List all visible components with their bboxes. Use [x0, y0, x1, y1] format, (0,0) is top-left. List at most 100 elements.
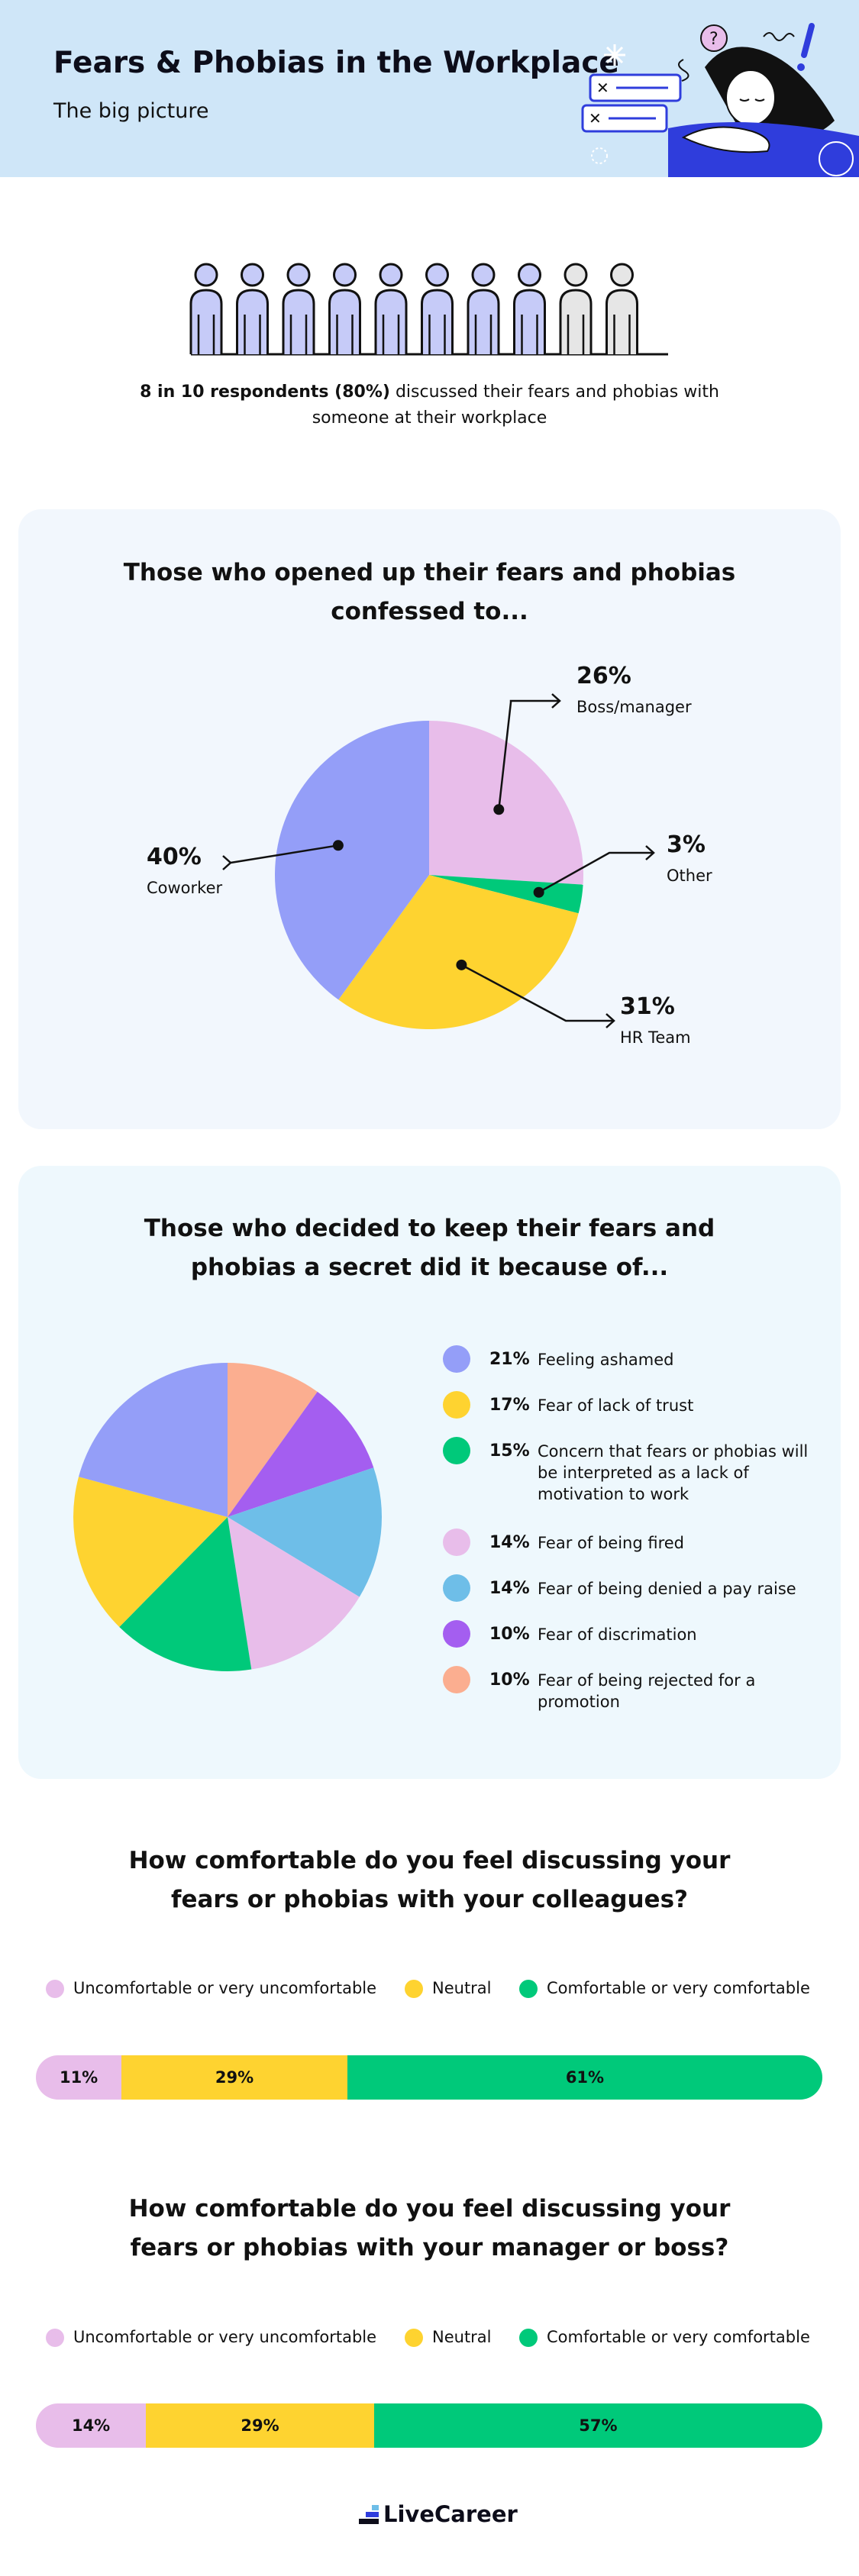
bar-segment-label: 29%: [215, 2068, 254, 2087]
legend-swatch: [405, 2329, 423, 2347]
legend-swatch: [443, 1528, 470, 1556]
pie1-label-coworker: Coworker: [147, 879, 223, 897]
legend-label: Uncomfortable or very uncomfortable: [73, 1979, 377, 1997]
pie1-label-hr: HR Team: [620, 1028, 691, 1047]
person-icon: [282, 263, 315, 354]
callout-arrow: [222, 855, 232, 870]
legend-pct: 17%: [489, 1396, 530, 1415]
bar-segment: 61%: [347, 2055, 822, 2100]
legend-label: Neutral: [432, 2328, 492, 2346]
legend-swatch: [46, 2329, 64, 2347]
kept-secret-pie-chart: [73, 1363, 382, 1671]
stat-rest: discussed their fears and phobias with s…: [312, 383, 719, 428]
bar-segment-label: 29%: [241, 2416, 279, 2435]
confessed-to-pie-chart: [222, 693, 655, 1029]
pie1-label-other: Other: [667, 867, 712, 885]
stat-highlight: 8 in 10 respondents (80%): [140, 383, 390, 402]
person-icon: [328, 263, 361, 354]
q1-title-line1: How comfortable do you feel discussing y…: [128, 1847, 731, 1874]
callout-line: [460, 964, 614, 1022]
legend-swatch: [443, 1620, 470, 1648]
footer: LiveCareer: [0, 2495, 859, 2541]
q2-legend: Uncomfortable or very uncomfortable Neut…: [0, 2323, 859, 2353]
legend-label: Feeling ashamed: [538, 1351, 674, 1369]
callout-arrow: [551, 693, 561, 709]
callout-line: [538, 851, 654, 893]
bar-segment-label: 57%: [579, 2416, 618, 2435]
stat-sentence: 8 in 10 respondents (80%) discussed thei…: [115, 379, 744, 431]
callout-dot: [332, 840, 344, 851]
legend-label: Fear of discrimation: [538, 1625, 697, 1644]
pie-slice: [429, 721, 583, 885]
pie-slice: [228, 1363, 318, 1517]
legend-label: Neutral: [432, 1979, 492, 1997]
legend-label: Fear of being denied a pay raise: [538, 1580, 796, 1598]
checklist-card-1: ✕: [589, 73, 682, 102]
header-illustration: ? ✕ ✕: [581, 23, 859, 177]
pie-slice: [73, 1477, 228, 1627]
legend-pct: 10%: [489, 1625, 530, 1644]
person-icon: [467, 263, 500, 354]
legend-pct: 14%: [489, 1533, 530, 1552]
legend-label: Fear of lack of trust: [538, 1396, 694, 1415]
legend-swatch: [519, 2329, 538, 2347]
pie-slice: [228, 1391, 374, 1517]
pie1-label-coworker-pct: 40%: [147, 844, 202, 870]
legend-label: Uncomfortable or very uncomfortable: [73, 2328, 377, 2346]
person-icon: [374, 263, 408, 354]
pie1-label-hr-pct: 31%: [620, 993, 675, 1020]
bar-segment: 57%: [373, 2403, 822, 2448]
callout-line: [498, 699, 560, 810]
kept-secret-card: Those who decided to keep their fears an…: [18, 1166, 841, 1779]
svg-text:?: ?: [709, 30, 719, 49]
person-icon: [421, 263, 454, 354]
callout-arrow: [605, 1013, 615, 1028]
pie-slice: [338, 875, 579, 1029]
bar-segment: 11%: [36, 2055, 122, 2100]
checklist-card-2: ✕: [581, 104, 668, 133]
legend-swatch: [46, 1980, 64, 1998]
pie-slice: [79, 1363, 228, 1517]
bar-segment: 29%: [121, 2055, 347, 2100]
callout-dot: [533, 886, 544, 898]
pie2-title-line2: phobias a secret did it because of...: [190, 1254, 669, 1281]
bar-segment: 29%: [146, 2403, 374, 2448]
legend-label: Fear of being rejected for a promotion: [538, 1671, 756, 1711]
pie-slice: [429, 875, 583, 914]
svg-text:✕: ✕: [589, 109, 602, 128]
pie2-title-line1: Those who decided to keep their fears an…: [144, 1215, 715, 1242]
page-title: Fears & Phobias in the Workplace: [53, 46, 619, 80]
q1-title-line2: fears or phobias with your colleagues?: [170, 1886, 689, 1913]
callout-dot: [493, 804, 505, 815]
people-icon-row: [189, 263, 668, 356]
legend-swatch: [519, 1980, 538, 1998]
confessed-to-card: Those who opened up their fears and phob…: [18, 509, 841, 1129]
manager-stacked-bar: 14% 29% 57%: [36, 2403, 822, 2448]
bar-segment-label: 61%: [565, 2068, 605, 2087]
svg-text:✕: ✕: [596, 79, 609, 97]
bar-segment-label: 11%: [59, 2068, 98, 2087]
person-icon: [559, 263, 593, 354]
person-icon: [236, 263, 269, 354]
legend-swatch: [443, 1391, 470, 1419]
legend-swatch: [443, 1345, 470, 1373]
pie1-label-other-pct: 3%: [667, 831, 706, 858]
legend-pct: 10%: [489, 1671, 530, 1690]
brand-name: LiveCareer: [383, 2501, 518, 2527]
pie1-label-boss: Boss/manager: [576, 698, 692, 716]
legend-pct: 15%: [489, 1441, 530, 1461]
pie-slice: [228, 1467, 382, 1597]
bar-segment: 14%: [36, 2403, 147, 2448]
header-banner: Fears & Phobias in the Workplace The big…: [0, 0, 859, 177]
bar-segment-label: 14%: [71, 2416, 111, 2435]
legend-label: Fear of being fired: [538, 1534, 684, 1552]
legend-swatch: [443, 1574, 470, 1602]
legend-label: Comfortable or very comfortable: [547, 1979, 810, 1997]
legend-label: Concern that fears or phobias will be in…: [538, 1442, 809, 1503]
legend-pct: 14%: [489, 1579, 530, 1598]
person-icon: [605, 263, 638, 354]
page-subtitle: The big picture: [53, 99, 209, 123]
q2-title-line2: fears or phobias with your manager or bo…: [130, 2234, 729, 2261]
colleagues-stacked-bar: 11% 29% 61%: [36, 2055, 822, 2100]
q2-title-line1: How comfortable do you feel discussing y…: [128, 2195, 731, 2223]
